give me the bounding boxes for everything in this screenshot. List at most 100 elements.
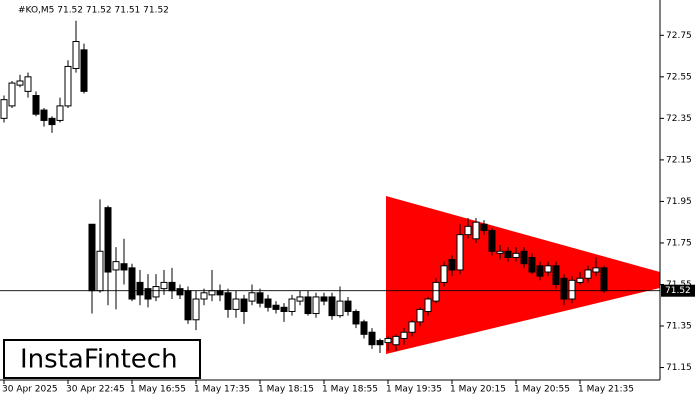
candle-body	[224, 292, 232, 310]
candle-body	[328, 296, 336, 317]
y-tick-label: 71.15	[666, 363, 692, 373]
candle-body	[304, 296, 312, 315]
candle-body	[560, 277, 568, 300]
candle-body	[104, 207, 112, 273]
y-tick-label: 72.55	[666, 72, 692, 82]
candle-body	[512, 252, 520, 258]
candle-body	[496, 250, 504, 254]
candle-body	[184, 290, 192, 321]
candle-body	[440, 265, 448, 283]
candle-body	[400, 331, 408, 339]
candle-body	[8, 82, 16, 107]
candle-body	[96, 250, 104, 292]
candle-body	[320, 296, 328, 302]
candle-body	[416, 308, 424, 323]
candle-body	[344, 300, 352, 312]
candle-body	[32, 95, 40, 115]
candle-body	[384, 337, 392, 344]
candle-body	[192, 298, 200, 321]
x-tick-label: 1 May 17:35	[194, 385, 250, 395]
y-tick-label: 72.75	[666, 31, 692, 41]
candle-body	[168, 281, 176, 292]
candle-body	[216, 290, 224, 296]
logo-box	[3, 339, 201, 379]
last-price-label: 71.52	[665, 286, 691, 296]
candle-body	[464, 225, 472, 236]
candle-body	[64, 65, 72, 107]
candle-body	[368, 331, 376, 346]
x-tick-label: 1 May 21:35	[578, 385, 634, 395]
candle-body	[552, 265, 560, 285]
candle-body	[240, 298, 248, 312]
y-tick-label: 71.95	[666, 197, 692, 207]
candle-body	[568, 279, 576, 300]
candle-body	[312, 296, 320, 315]
logo: InstaFintech	[20, 345, 178, 375]
chart-title: #KO,M5 71.52 71.52 71.51 71.52	[18, 6, 169, 16]
candle-body	[144, 288, 152, 300]
candle-body	[360, 321, 368, 335]
candle-body	[592, 267, 600, 273]
candle-body	[256, 292, 264, 304]
candle-body	[56, 105, 64, 121]
candle-body	[456, 234, 464, 271]
candle-body	[72, 41, 80, 70]
candle-body	[528, 256, 536, 273]
candle-body	[296, 296, 304, 302]
candle-body	[480, 223, 488, 231]
last-price-box	[661, 284, 695, 297]
candle-body	[120, 263, 128, 271]
candle-body	[424, 298, 432, 312]
candle-body	[160, 281, 168, 290]
y-tick-label: 71.75	[666, 238, 692, 248]
candle-body	[264, 298, 272, 308]
candle-body	[408, 321, 416, 333]
x-tick-label: 1 May 18:15	[258, 385, 314, 395]
x-tick-label: 1 May 20:55	[514, 385, 570, 395]
candle-body	[536, 265, 544, 277]
x-tick-label: 1 May 18:55	[322, 385, 378, 395]
candle-body	[392, 335, 400, 346]
y-tick-label: 71.35	[666, 322, 692, 332]
candle-body	[16, 80, 24, 86]
candle-body	[280, 306, 288, 312]
candle-body	[0, 99, 8, 119]
candle-body	[112, 261, 120, 271]
candle-body	[136, 281, 144, 296]
triangle-pattern	[386, 196, 660, 354]
candle-body	[176, 288, 184, 296]
candle-body	[272, 304, 280, 310]
candle-body	[488, 229, 496, 252]
candle-body	[504, 250, 512, 258]
x-tick-label: 30 Apr 22:45	[66, 385, 125, 395]
y-tick-label: 72.35	[666, 114, 692, 124]
candle-body	[88, 223, 96, 292]
x-tick-label: 1 May 20:15	[450, 385, 506, 395]
candle-body	[40, 109, 48, 121]
candle-body	[200, 292, 208, 300]
candle-body	[600, 267, 608, 292]
candle-body	[544, 265, 552, 273]
candle-body	[152, 286, 160, 298]
candle-body	[80, 49, 88, 92]
candle-body	[232, 298, 240, 310]
candle-body	[472, 221, 480, 240]
candle-body	[208, 290, 216, 296]
candle-body	[128, 267, 136, 300]
x-tick-label: 30 Apr 2025	[2, 385, 58, 395]
candle-body	[288, 298, 296, 312]
candle-body	[248, 292, 256, 302]
candle-body	[584, 269, 592, 279]
candle-body	[448, 259, 456, 271]
candle-body	[520, 250, 528, 265]
candle-body	[352, 310, 360, 325]
candle-body	[432, 281, 440, 302]
candle-body	[376, 340, 384, 346]
x-tick-label: 1 May 19:35	[386, 385, 442, 395]
candle-body	[24, 76, 32, 92]
candle-body	[336, 300, 344, 317]
x-tick-label: 1 May 16:55	[130, 385, 186, 395]
